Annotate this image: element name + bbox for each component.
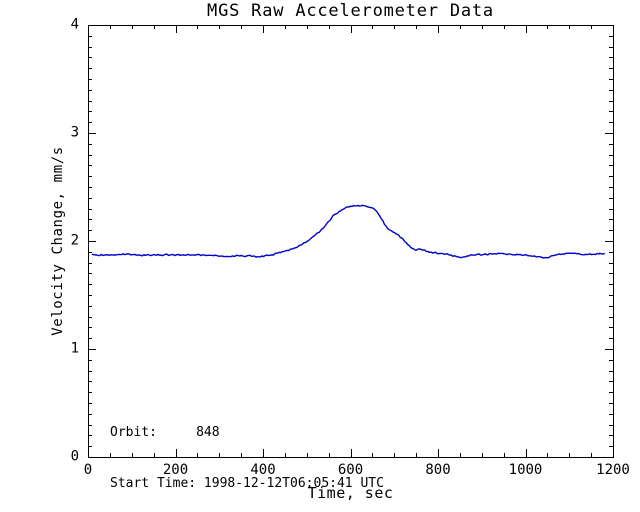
y-tick-label: 0 [70, 448, 79, 465]
chart-title: MGS Raw Accelerometer Data [207, 1, 494, 21]
y-axis-label: Velocity Change, mm/s [50, 146, 66, 336]
data-series-line [91, 204, 605, 259]
y-tick-label: 2 [70, 232, 79, 249]
x-tick-label: 400 [250, 462, 276, 478]
annotation-orbit: Orbit: 848 [110, 425, 220, 440]
x-tick-label: 0 [83, 462, 93, 478]
y-tick-label: 1 [70, 340, 79, 357]
x-tick-label: 1200 [596, 462, 630, 478]
annotation-block: Orbit: 848 Start Time: 1998-12-12T06:05:… [110, 390, 384, 512]
y-tick-label: 4 [70, 16, 79, 33]
x-tick-label: 200 [162, 462, 189, 478]
y-tick-label: 3 [70, 124, 79, 141]
x-axis-label: Time, sec [307, 484, 394, 502]
annotation-start-time: Start Time: 1998-12-12T06:05:41 UTC [110, 476, 384, 491]
axes-frame [88, 25, 614, 458]
x-tick-label: 800 [425, 462, 451, 478]
x-tick-label: 1000 [508, 462, 543, 478]
x-tick-label: 600 [337, 462, 364, 478]
